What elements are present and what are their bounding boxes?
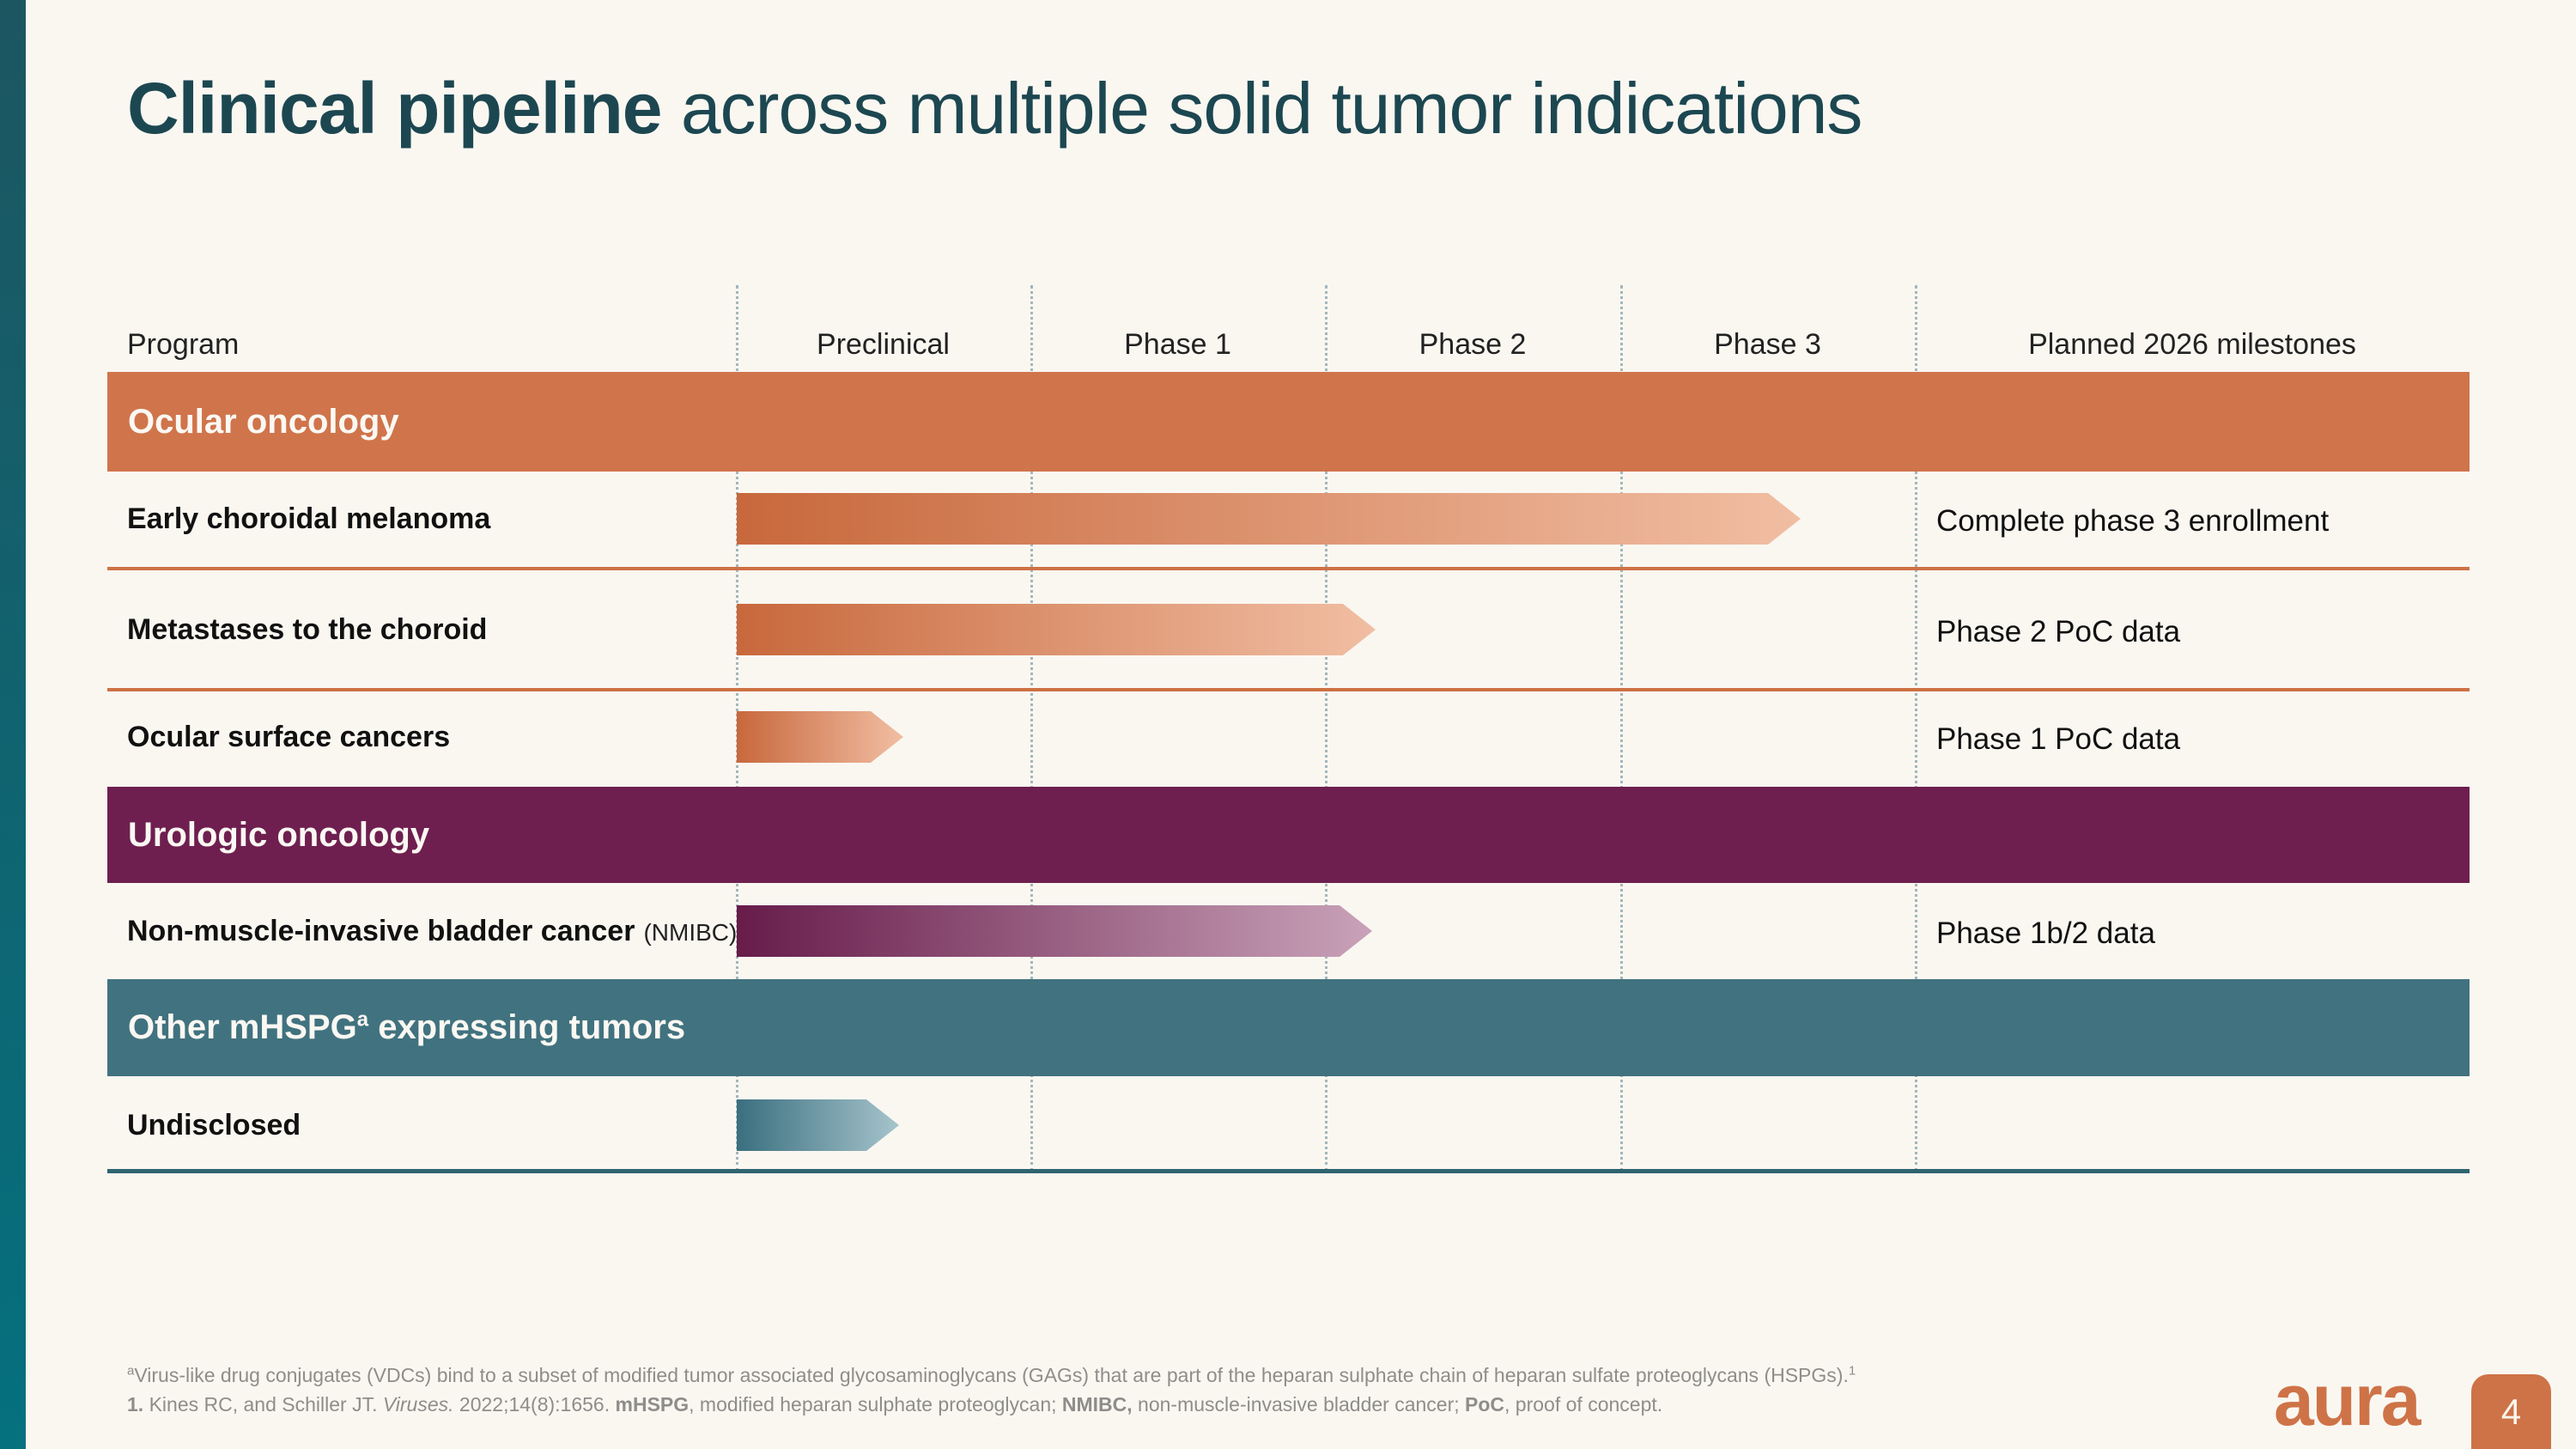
column-header-milestones: Planned 2026 milestones <box>2028 328 2356 361</box>
footnote: aVirus-like drug conjugates (VDCs) bind … <box>127 1361 1856 1419</box>
program-name: Non-muscle-invasive bladder cancer <box>127 915 635 947</box>
footnote-ref-1: 1 <box>1848 1363 1856 1379</box>
abbreviation-mhspg-definition: , modified heparan sulphate proteoglycan… <box>689 1393 1062 1416</box>
section-band-label-cont: expressing tumors <box>368 1008 686 1046</box>
footnote-text-1: Virus-like drug conjugates (VDCs) bind t… <box>134 1364 1849 1386</box>
section-band-label: Ocular oncology <box>128 403 399 441</box>
aura-logo: aura <box>2274 1360 2421 1440</box>
column-grid-line <box>1620 285 1623 1172</box>
pipeline-progress-bar <box>737 711 903 763</box>
footnote-marker: a <box>356 1008 369 1032</box>
table-bottom-line <box>107 1169 2470 1173</box>
abbreviation-mhspg: mHSPG <box>615 1393 690 1416</box>
column-header-phase3: Phase 3 <box>1714 328 1821 361</box>
footnote-line-2: 1. Kines RC, and Schiller JT. Viruses. 2… <box>127 1390 1856 1419</box>
column-header-phase1: Phase 1 <box>1124 328 1231 361</box>
column-grid-line <box>1030 285 1033 1172</box>
program-row-label: Metastases to the choroid <box>127 613 488 646</box>
section-band-other-mhspg: Other mHSPGa expressing tumors <box>107 979 2470 1076</box>
column-header-phase2: Phase 2 <box>1419 328 1527 361</box>
program-row-label: Ocular surface cancers <box>127 721 451 753</box>
abbreviation-poc-definition: , proof of concept. <box>1504 1393 1663 1416</box>
pipeline-progress-bar <box>737 493 1801 545</box>
abbreviation-nmibc: NMIBC, <box>1061 1393 1133 1416</box>
page-title-rest: across multiple solid tumor indications <box>661 68 1863 149</box>
left-accent-bar <box>0 0 26 1449</box>
row-separator <box>107 567 2470 570</box>
program-row-label: Non-muscle-invasive bladder cancer (NMIBC… <box>127 914 737 950</box>
milestone-text: Complete phase 3 enrollment <box>1936 504 2330 538</box>
program-row-label: Undisclosed <box>127 1109 301 1142</box>
milestone-text: Phase 1 PoC data <box>1936 722 2181 756</box>
reference-number: 1. <box>127 1393 144 1416</box>
reference-citation: 2022;14(8):1656. <box>453 1393 616 1416</box>
section-band-ocular-oncology: Ocular oncology <box>107 372 2470 472</box>
section-band-urologic-oncology: Urologic oncology <box>107 787 2470 883</box>
page-title-bold: Clinical pipeline <box>127 68 662 149</box>
pipeline-progress-bar <box>737 604 1376 655</box>
abbreviation-nmibc-definition: non-muscle-invasive bladder cancer; <box>1132 1393 1466 1416</box>
page-number-badge: 4 <box>2471 1374 2551 1449</box>
program-row-label: Early choroidal melanoma <box>127 502 491 535</box>
row-separator <box>107 688 2470 691</box>
section-band-label: Urologic oncology <box>128 816 430 854</box>
reference-journal: Viruses. <box>382 1393 454 1416</box>
column-grid-line <box>1915 285 1917 1172</box>
column-header-program: Program <box>127 328 240 361</box>
abbreviation-poc: PoC <box>1465 1393 1505 1416</box>
reference-authors: Kines RC, and Schiller JT. <box>143 1393 383 1416</box>
footnote-marker-a: a <box>127 1363 135 1379</box>
pipeline-progress-bar <box>737 905 1372 957</box>
program-abbreviation: (NMIBC) <box>643 919 738 946</box>
milestone-text: Phase 2 PoC data <box>1936 615 2181 648</box>
page-title: Clinical pipeline across multiple solid … <box>127 67 1862 150</box>
milestone-text: Phase 1b/2 data <box>1936 916 2155 950</box>
column-grid-line <box>1325 285 1327 1172</box>
column-header-preclinical: Preclinical <box>817 328 950 361</box>
pipeline-progress-bar <box>737 1099 899 1151</box>
footnote-line-1: aVirus-like drug conjugates (VDCs) bind … <box>127 1361 1856 1390</box>
page-number: 4 <box>2500 1391 2522 1432</box>
section-band-label: Other mHSPG <box>128 1008 357 1046</box>
